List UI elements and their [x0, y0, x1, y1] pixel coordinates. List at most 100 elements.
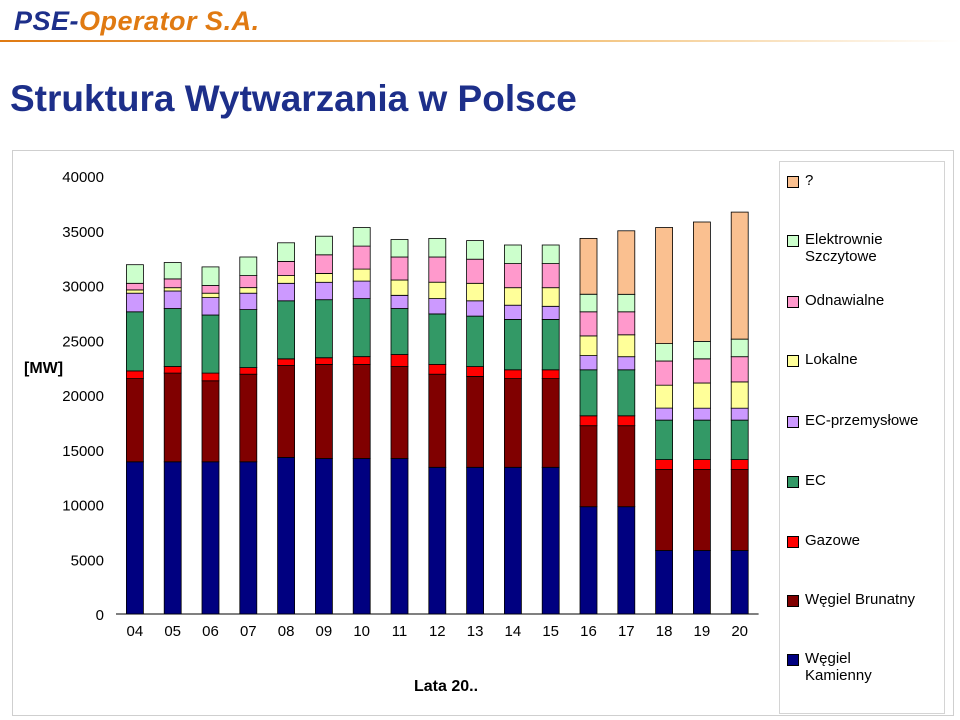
bar-segment [693, 407, 711, 421]
bar-segment [617, 334, 636, 358]
x-axis-label: Lata 20.. [414, 678, 479, 695]
bar-segment [541, 369, 560, 379]
bar-segment [126, 292, 144, 313]
x-tick-label: 07 [240, 623, 257, 640]
bar-segment [503, 378, 522, 468]
bar-segment [693, 419, 711, 461]
y-tick-label: 5000 [71, 552, 104, 569]
bar-segment [693, 459, 711, 470]
bar-segment [277, 275, 296, 284]
bar-segment [201, 297, 220, 316]
bar-segment [541, 466, 560, 615]
legend-item: ? [787, 172, 935, 189]
x-tick-label: 20 [731, 623, 748, 640]
legend-swatch [787, 536, 799, 548]
bar-segment [579, 355, 598, 371]
legend-label: ? [805, 172, 814, 189]
bar-segment [579, 237, 598, 295]
bar-segment [428, 281, 447, 300]
bar-segment [239, 373, 258, 463]
bar-segment [352, 245, 371, 270]
bar-segment [314, 273, 333, 283]
x-tick-label: 06 [202, 623, 219, 640]
bar-segment [314, 235, 333, 256]
bar-segment [693, 221, 711, 342]
bar-segment [428, 237, 447, 258]
bar-segment [428, 256, 447, 283]
bar-segment [352, 298, 371, 358]
bar-segment [277, 282, 296, 302]
bar-segment [314, 299, 333, 359]
bar-segment [655, 227, 673, 344]
legend-swatch [787, 595, 799, 607]
bar-segment [541, 305, 560, 320]
legend-item: Węgiel Kamienny [787, 650, 935, 684]
bar-segment [617, 506, 636, 615]
y-tick-label: 35000 [62, 224, 104, 241]
bar-segment [390, 458, 409, 615]
legend-label: EC [805, 472, 826, 489]
bar-segment [503, 466, 522, 615]
bar-segment [126, 264, 144, 284]
legend-item: EC-przemysłowe [787, 412, 935, 429]
bar-segment [693, 358, 711, 384]
slide-title: Struktura Wytwarzania w Polsce [10, 78, 577, 119]
bar-segment [390, 354, 409, 367]
x-tick-label: 04 [127, 623, 144, 640]
bar-segment [428, 466, 447, 615]
bar-segment [617, 415, 636, 427]
x-tick-label: 08 [278, 623, 295, 640]
bar-segment [617, 356, 636, 371]
bar-segment [693, 340, 711, 360]
bar-segment [655, 469, 673, 551]
bar-segment [466, 466, 485, 615]
bar-segment [617, 311, 636, 336]
legend-item: Węgiel Brunatny [787, 591, 935, 608]
bar-segment [579, 293, 598, 313]
bar-segment [239, 275, 258, 289]
x-tick-label: 09 [316, 623, 333, 640]
y-tick-label: 0 [96, 607, 104, 624]
bar-segment [163, 366, 182, 374]
y-tick-label: 15000 [62, 443, 104, 460]
bar-segment [390, 239, 409, 258]
x-tick-label: 05 [164, 623, 181, 640]
bar-segment [466, 240, 485, 260]
bar-segment [617, 369, 636, 417]
bar-segment [503, 304, 522, 320]
bar-segment [201, 285, 220, 294]
bar-segment [503, 263, 522, 289]
bar-segment [352, 280, 371, 300]
bar-segment [352, 268, 371, 282]
legend-item: EC [787, 472, 935, 489]
x-tick-label: 15 [542, 623, 559, 640]
bar-segment [277, 358, 296, 366]
bar-segment [314, 357, 333, 365]
bar-segment [466, 282, 485, 302]
bar-segment [126, 282, 144, 291]
bar-segment [503, 369, 522, 379]
bar-segment [503, 244, 522, 265]
legend-swatch [787, 416, 799, 428]
bar-segment [579, 369, 598, 417]
x-tick-label: 17 [618, 623, 635, 640]
y-tick-label: 30000 [62, 279, 104, 296]
bar-segment [314, 458, 333, 615]
bar-segment [655, 419, 673, 461]
y-tick-label: 25000 [62, 333, 104, 350]
bar-segment [730, 407, 749, 421]
bar-segment [579, 311, 598, 337]
bar-segment [163, 287, 182, 292]
logo-text-operator: Operator S.A. [79, 6, 260, 36]
y-tick-label: 10000 [62, 498, 104, 515]
bar-segment [201, 292, 220, 299]
bar-segment [239, 292, 258, 311]
legend-label: Lokalne [805, 351, 858, 368]
x-tick-label: 16 [580, 623, 597, 640]
bar-segment [163, 461, 182, 615]
bar-segment [655, 384, 673, 409]
bar-segment [730, 419, 749, 461]
bar-segment [579, 506, 598, 615]
bar-segment [201, 372, 220, 382]
x-tick-label: 18 [656, 623, 673, 640]
